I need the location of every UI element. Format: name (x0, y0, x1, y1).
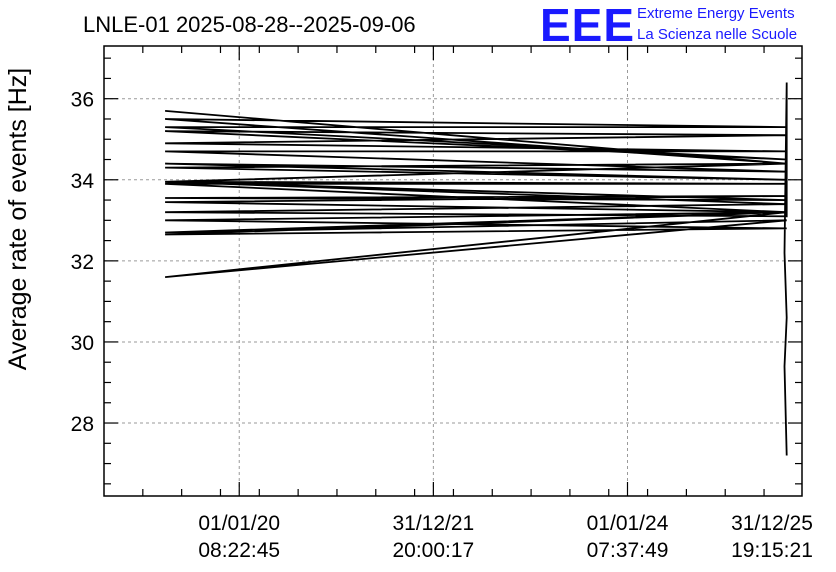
x-tick-label-time: 07:37:49 (587, 539, 669, 562)
x-tick-label-date: 31/12/25 (731, 512, 813, 535)
y-tick-labels: 28 30 32 34 36 (71, 89, 95, 436)
x-tick-label-date: 01/01/20 (198, 512, 280, 535)
x-tick-label-time: 20:00:17 (392, 539, 474, 562)
x-tick-label-date: 01/01/24 (587, 512, 669, 535)
plot-frame (103, 45, 803, 497)
grid-lines (104, 46, 802, 496)
x-tick-label-time: 08:22:45 (198, 539, 280, 562)
y-tick-label: 28 (71, 413, 94, 436)
x-tick-label-time: 19:15:21 (731, 539, 813, 562)
series-group (165, 82, 788, 456)
chart-title: LNLE-01 2025-08-28--2025-09-06 (83, 12, 416, 37)
logo-text: EEE (540, 0, 635, 51)
y-tick-label: 32 (71, 251, 94, 274)
y-tick-label: 30 (71, 332, 94, 355)
logo-line2: La Scienza nelle Scuole (637, 26, 797, 43)
rate-series-line (165, 82, 788, 456)
y-axis-label: Average rate of events [Hz] (4, 68, 32, 370)
eee-logo: EEE Extreme Energy Events La Scienza nel… (540, 0, 797, 51)
y-tick-label: 34 (71, 170, 95, 193)
axes (103, 45, 803, 497)
x-tick-label-date: 31/12/21 (392, 512, 474, 535)
x-tick-labels: 01/01/20 08:22:45 31/12/21 20:00:17 01/01/24… (198, 512, 813, 562)
y-tick-label: 36 (71, 89, 94, 112)
logo-line1: Extreme Energy Events (637, 5, 795, 22)
